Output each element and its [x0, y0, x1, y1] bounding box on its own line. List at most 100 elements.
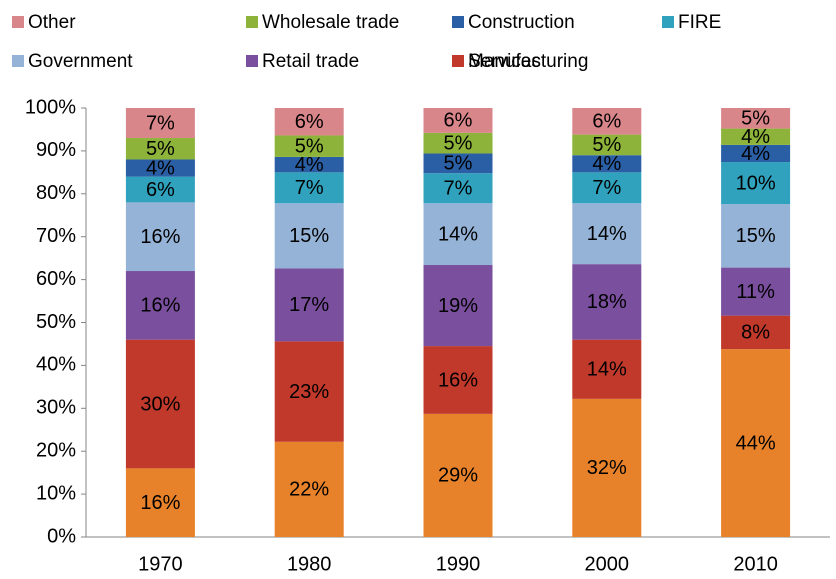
- data-label: 15%: [736, 225, 776, 247]
- data-label: 16%: [140, 492, 180, 514]
- data-label: 5%: [295, 135, 324, 157]
- y-tick-label: 50%: [36, 311, 76, 333]
- y-tick-label: 60%: [36, 268, 76, 290]
- bar-segment: [721, 349, 791, 537]
- data-label: 14%: [587, 223, 627, 245]
- legend-label: Manufacturing: [468, 51, 588, 72]
- data-label: 11%: [736, 281, 775, 303]
- data-label: 4%: [741, 143, 770, 165]
- bar-segment: [274, 108, 344, 136]
- y-tick-label: 100%: [25, 96, 76, 118]
- bar-segment: [721, 144, 791, 163]
- bar-segment: [572, 398, 642, 537]
- data-label: 15%: [289, 225, 329, 247]
- data-label: 4%: [295, 154, 324, 176]
- bar-segment: [274, 441, 344, 537]
- bar-segment: [721, 128, 791, 145]
- legend-label: FIRE: [678, 12, 721, 33]
- data-label: 14%: [587, 359, 627, 381]
- x-tick-label: 2010: [733, 553, 778, 575]
- bar-segment: [274, 203, 344, 269]
- y-tick-label: 70%: [36, 225, 76, 247]
- bar-segment: [125, 468, 195, 537]
- y-tick-label: 40%: [36, 354, 76, 376]
- bar-segment: [423, 108, 493, 133]
- data-label: 4%: [592, 153, 621, 175]
- data-label: 23%: [289, 381, 329, 403]
- data-label: 5%: [741, 108, 770, 130]
- data-label: 6%: [295, 111, 324, 133]
- y-tick-label: 10%: [36, 482, 76, 504]
- data-label: 6%: [444, 110, 473, 132]
- bar-segment: [721, 162, 791, 205]
- data-label: 5%: [592, 134, 621, 156]
- data-label: 18%: [587, 291, 627, 313]
- data-label: 16%: [140, 295, 180, 317]
- bar-segment: [125, 159, 195, 177]
- data-label: 7%: [444, 178, 473, 200]
- bar-segment: [721, 315, 791, 350]
- legend-label: Government: [28, 51, 133, 72]
- bar-segment: [274, 135, 344, 157]
- bar-segment: [274, 156, 344, 173]
- legend-swatch: [452, 55, 464, 67]
- x-tick-label: 2000: [585, 553, 630, 575]
- bar-segment: [274, 172, 344, 204]
- bar-segment: [423, 132, 493, 154]
- data-label: 5%: [444, 153, 473, 175]
- bar-segment: [423, 153, 493, 174]
- legend-swatch: [246, 55, 258, 67]
- bar-segment: [125, 138, 195, 160]
- bar-segment: [125, 176, 195, 203]
- legend-label: Construction: [468, 12, 575, 33]
- data-label: 32%: [587, 457, 627, 479]
- data-label: 44%: [736, 432, 776, 454]
- bar-segment: [125, 202, 195, 272]
- data-label: 22%: [289, 479, 329, 501]
- bar-segment: [572, 134, 642, 156]
- data-label: 8%: [741, 322, 770, 344]
- data-label: 29%: [438, 465, 478, 487]
- y-tick-label: 80%: [36, 182, 76, 204]
- bar-segment: [125, 108, 195, 139]
- data-label: 6%: [592, 111, 621, 133]
- data-label: 5%: [146, 138, 175, 160]
- data-label: 7%: [146, 112, 175, 134]
- data-label: 4%: [146, 157, 175, 179]
- legend-swatch: [12, 55, 24, 67]
- y-tick-label: 30%: [36, 397, 76, 419]
- bar-segment: [721, 108, 791, 129]
- bar-segment: [572, 203, 642, 265]
- bar-segment: [274, 341, 344, 442]
- data-label: 6%: [146, 179, 175, 201]
- x-tick-label: 1970: [138, 553, 183, 575]
- bar-segment: [125, 271, 195, 340]
- bar-segment: [423, 413, 493, 537]
- bar-segment: [125, 339, 195, 469]
- data-label: 5%: [444, 132, 473, 154]
- bar-segment: [572, 172, 642, 204]
- data-label: 4%: [741, 126, 770, 148]
- bar-segment: [572, 108, 642, 135]
- legend-label: Other: [28, 12, 76, 33]
- legend-label: Wholesale trade: [262, 12, 399, 33]
- data-label: 16%: [140, 226, 180, 248]
- bar-segment: [423, 173, 493, 204]
- y-tick-label: 20%: [36, 439, 76, 461]
- bar-segment: [721, 267, 791, 316]
- bar-segment: [572, 339, 642, 399]
- bar-segment: [572, 264, 642, 340]
- legend-swatch: [246, 16, 258, 28]
- bar-segment: [423, 203, 493, 266]
- data-label: 10%: [736, 172, 776, 194]
- data-label: 7%: [592, 177, 621, 199]
- legend-label: Services: [468, 51, 541, 72]
- legend-swatch: [452, 16, 464, 28]
- bar-segment: [572, 155, 642, 173]
- legend-swatch: [12, 16, 24, 28]
- bar-segment: [721, 204, 791, 268]
- data-label: 7%: [295, 177, 324, 199]
- x-tick-label: 1990: [436, 553, 481, 575]
- y-tick-label: 0%: [47, 525, 76, 547]
